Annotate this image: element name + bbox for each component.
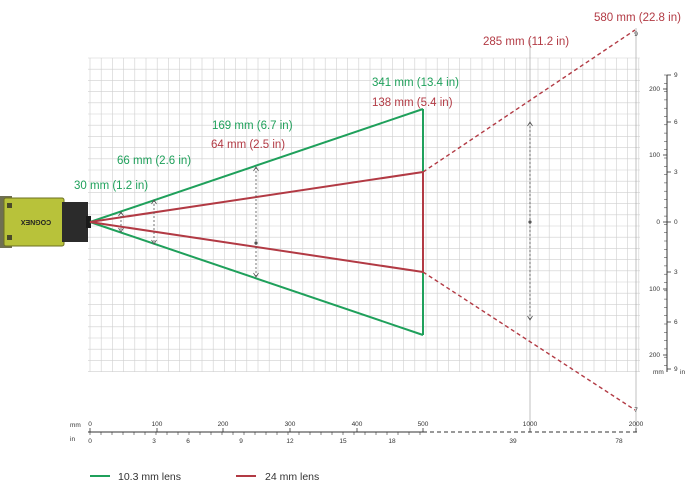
arrowhead-up (118, 211, 124, 217)
right-mm-unit: mm (653, 369, 664, 376)
bottom-in-tick-label: 12 (286, 438, 294, 445)
midpoint-dot (254, 241, 258, 245)
bottom-scale: mm in 0 100 200 300 400 500 1000 2000 0 3 6 9 12 15 18… (70, 421, 644, 445)
arrowhead-up (151, 199, 157, 205)
right-mm-tick-label: 200 (649, 86, 660, 93)
bottom-mm-tick-label: 100 (152, 421, 163, 428)
right-mm-tick-label: 0 (656, 219, 660, 226)
red-lower-extension (422, 271, 636, 411)
legend-label-red: 24 mm lens (265, 471, 319, 483)
camera-brand-label: COGNEX (21, 218, 52, 225)
bottom-mm-unit: mm (70, 422, 81, 429)
bottom-in-tick-label: 18 (388, 438, 396, 445)
bottom-in-tick-label: 39 (509, 438, 517, 445)
bottom-in-tick-label: 0 (88, 438, 92, 445)
red-label-64mm: 64 mm (2.5 in) (211, 139, 285, 151)
bottom-mm-tick-label: 0 (88, 421, 92, 428)
green-label-341mm: 341 mm (13.4 in) (372, 77, 459, 89)
right-in-tick-label: 3 (674, 269, 678, 276)
right-in-tick-label: 6 (674, 319, 678, 326)
red-label-285mm: 285 mm (11.2 in) (483, 36, 569, 48)
green-labels: 30 mm (1.2 in) 66 mm (2.6 in) 169 mm (6.… (74, 77, 459, 192)
red-labels: 64 mm (2.5 in) 138 mm (5.4 in) 285 mm (1… (211, 12, 681, 151)
arrowhead-up (253, 166, 259, 172)
arrowhead-down (527, 315, 533, 321)
camera-icon: COGNEX (0, 196, 91, 248)
bottom-mm-tick-label: 500 (418, 421, 429, 428)
red-label-580mm: 580 mm (22.8 in) (594, 12, 681, 24)
arrowhead-down (151, 239, 157, 245)
bottom-in-tick-label: 3 (152, 438, 156, 445)
right-mm-tick-label: 100 (649, 152, 660, 159)
legend-label-green: 10.3 mm lens (118, 471, 181, 483)
arrowhead-up (527, 121, 533, 127)
background-grid (88, 28, 640, 430)
bottom-in-tick-label: 15 (339, 438, 347, 445)
bottom-mm-tick-label: 400 (352, 421, 363, 428)
bottom-mm-tick-label: 2000 (629, 421, 644, 428)
right-in-tick-label: 0 (674, 219, 678, 226)
red-lower-edge (89, 221, 424, 273)
green-lower-edge (89, 221, 424, 336)
bottom-in-tick-label: 9 (239, 438, 243, 445)
right-in-unit: in (680, 369, 685, 376)
right-in-tick-label: 3 (674, 169, 678, 176)
red-lens-cone (89, 29, 636, 411)
top-marker-label: 9 (634, 31, 638, 38)
bottom-mm-tick-label: 1000 (523, 421, 538, 428)
midpoint-dot (528, 220, 532, 224)
bottom-mm-tick-label: 200 (218, 421, 229, 428)
green-label-30mm: 30 mm (1.2 in) (74, 180, 148, 192)
legend: 10.3 mm lens 24 mm lens (90, 471, 319, 483)
bottom-mm-tick-label: 300 (285, 421, 296, 428)
red-upper-extension (422, 29, 636, 173)
red-upper-edge (89, 171, 424, 223)
right-mm-tick-label: 200 (649, 352, 660, 359)
green-label-66mm: 66 mm (2.6 in) (117, 155, 191, 167)
red-label-138mm: 138 mm (5.4 in) (372, 97, 453, 109)
bottom-marker-label: 7 (634, 407, 638, 414)
bottom-in-unit: in (70, 436, 75, 443)
green-label-169mm: 169 mm (6.7 in) (212, 120, 293, 132)
arrowhead-down (253, 272, 259, 278)
arrowhead-down (118, 227, 124, 233)
bottom-in-tick-label: 78 (615, 438, 623, 445)
right-in-tick-label: 6 (674, 119, 678, 126)
green-upper-edge (89, 108, 424, 223)
right-in-tick-label: 9 (674, 366, 678, 373)
bottom-in-tick-label: 6 (186, 438, 190, 445)
measurement-markers (118, 121, 533, 321)
right-in-tick-label: 9 (674, 72, 678, 79)
right-mm-tick-label: 100 (649, 286, 660, 293)
